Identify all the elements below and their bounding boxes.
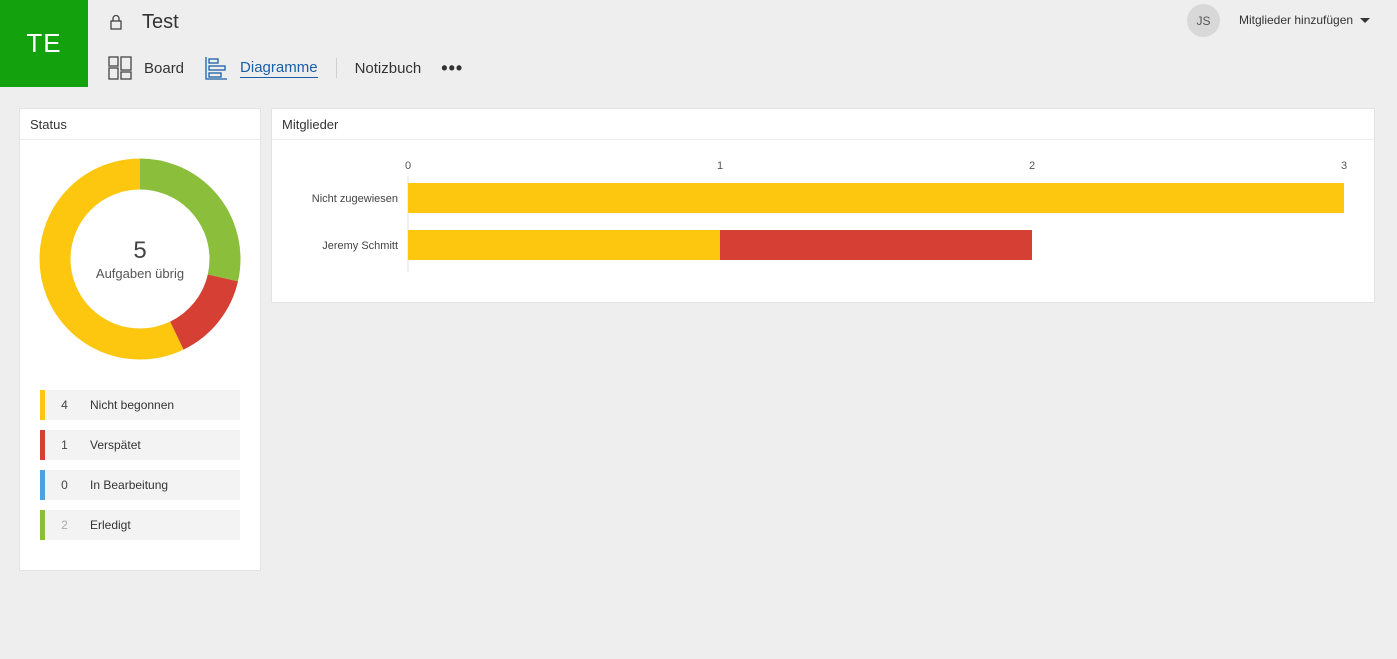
- remaining-label: Aufgaben übrig: [95, 265, 185, 281]
- avatar[interactable]: JS: [1187, 4, 1220, 37]
- board-icon: [108, 56, 132, 80]
- x-tick-label: 2: [1029, 160, 1035, 172]
- status-card-title: Status: [20, 109, 260, 140]
- legend-color-bar: [40, 390, 45, 420]
- plan-nav: Board Diagramme Notizbuch •••: [108, 54, 463, 82]
- tab-charts-label: Diagramme: [240, 58, 318, 78]
- plan-initials: TE: [26, 28, 62, 58]
- x-tick-label: 1: [717, 160, 723, 172]
- legend-label: Verspätet: [90, 438, 141, 452]
- plan-tile: TE: [0, 0, 88, 87]
- y-category-label: Jeremy Schmitt: [322, 240, 398, 252]
- donut-center: 5 Aufgaben übrig: [39, 158, 241, 360]
- add-members-label: Mitglieder hinzufügen: [1239, 13, 1354, 27]
- y-category-label: Nicht zugewiesen: [312, 193, 398, 205]
- legend-count: 4: [61, 398, 68, 412]
- legend-item-in-progress[interactable]: 0 In Bearbeitung: [40, 470, 240, 500]
- status-legend: 4 Nicht begonnen 1 Verspätet 0 In Bearbe…: [40, 390, 240, 550]
- status-donut-svg: [39, 158, 241, 360]
- remaining-count: 5: [133, 236, 147, 264]
- legend-color-bar: [40, 470, 45, 500]
- add-members-button[interactable]: Mitglieder hinzufügen: [1239, 13, 1371, 27]
- legend-item-late[interactable]: 1 Verspätet: [40, 430, 240, 460]
- legend-label: In Bearbeitung: [90, 478, 169, 492]
- lock-icon: [110, 14, 122, 30]
- tab-charts[interactable]: Diagramme: [204, 56, 318, 80]
- tab-board[interactable]: Board: [108, 56, 184, 80]
- members-card: Mitglieder 0 1 2 3 Nicht zugewiesen Jeremy Sc…: [271, 108, 1375, 303]
- legend-color-bar: [40, 510, 45, 540]
- legend-count: 0: [61, 478, 68, 492]
- nav-separator: [335, 58, 337, 78]
- x-tick-label: 0: [405, 160, 411, 172]
- tab-notebook-label: Notizbuch: [354, 59, 422, 77]
- legend-item-not-started[interactable]: 4 Nicht begonnen: [40, 390, 240, 420]
- legend-color-bar: [40, 430, 45, 460]
- legend-label: Erledigt: [90, 518, 131, 532]
- charts-icon: [205, 57, 228, 80]
- tab-notebook[interactable]: Notizbuch: [355, 60, 422, 77]
- donut-slice-nicht-begonnen[interactable]: [39, 158, 241, 360]
- legend-count: 2: [61, 518, 68, 532]
- bar-segment[interactable]: [720, 230, 1032, 260]
- legend-label: Nicht begonnen: [90, 398, 175, 412]
- tab-board-label: Board: [144, 59, 185, 77]
- status-donut-chart: 5 Aufgaben übrig: [39, 158, 241, 360]
- members-card-title: Mitglieder: [272, 109, 1374, 140]
- avatar-initials: JS: [1196, 13, 1211, 28]
- plan-title: Test: [142, 10, 179, 33]
- status-card: Status 5 Aufgaben übrig 4 Nicht begonnen…: [19, 108, 261, 571]
- x-tick-label: 3: [1341, 160, 1347, 172]
- bar-segment[interactable]: [408, 183, 1344, 213]
- legend-item-done[interactable]: 2 Erledigt: [40, 510, 240, 540]
- chevron-down-icon: [1360, 17, 1371, 23]
- more-options-icon[interactable]: •••: [441, 57, 464, 78]
- members-bar-chart: 0 1 2 3 Nicht zugewiesen Jeremy Schmitt: [312, 160, 1347, 272]
- bar-segment[interactable]: [408, 230, 720, 260]
- title-row: Test: [108, 8, 179, 36]
- legend-count: 1: [61, 438, 68, 452]
